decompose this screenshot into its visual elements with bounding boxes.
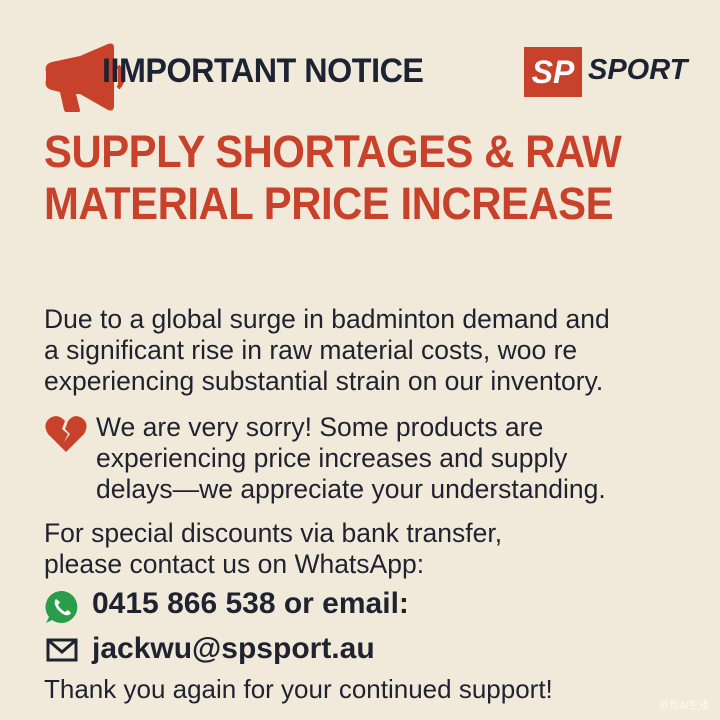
broken-heart-icon [45,416,87,452]
notice-title: IIMPORTANT NOTICE [102,52,424,90]
contact-paragraph: For special discounts via bank transfer,… [44,518,502,580]
phone-number: 0415 866 538 or email: [92,587,409,620]
apology-line: delays—we appreciate your understanding. [96,474,606,504]
apology-line: experiencing price increases and supply [96,443,568,473]
intro-line: Due to a global surge in badminton deman… [44,304,610,334]
brand-logo-mark: SP [524,47,582,97]
apology-line: We are very sorry! Some products are [96,412,544,442]
megaphone-icon [45,43,125,112]
whatsapp-icon [45,590,78,623]
intro-paragraph: Due to a global surge in badminton deman… [44,304,610,397]
brand-logo-text: SPORT [588,54,688,86]
intro-line: a significant rise in raw material costs… [44,335,578,365]
watermark: 豆包AI生成 [659,701,709,712]
thanks-message: Thank you again for your continued suppo… [44,674,553,704]
envelope-icon [46,638,78,662]
headline-line: MATERIAL PRICE INCREASE [44,178,614,229]
contact-line: please contact us on WhatsApp: [44,549,425,579]
headline-line: SUPPLY SHORTAGES & RAW [44,126,622,177]
email-address: jackwu@spsport.au [92,632,375,665]
intro-line: experiencing substantial strain on our i… [44,366,604,396]
headline: SUPPLY SHORTAGES & RAW MATERIAL PRICE IN… [44,126,667,230]
contact-line: For special discounts via bank transfer, [44,518,503,548]
apology-paragraph: We are very sorry! Some products are exp… [96,412,606,505]
